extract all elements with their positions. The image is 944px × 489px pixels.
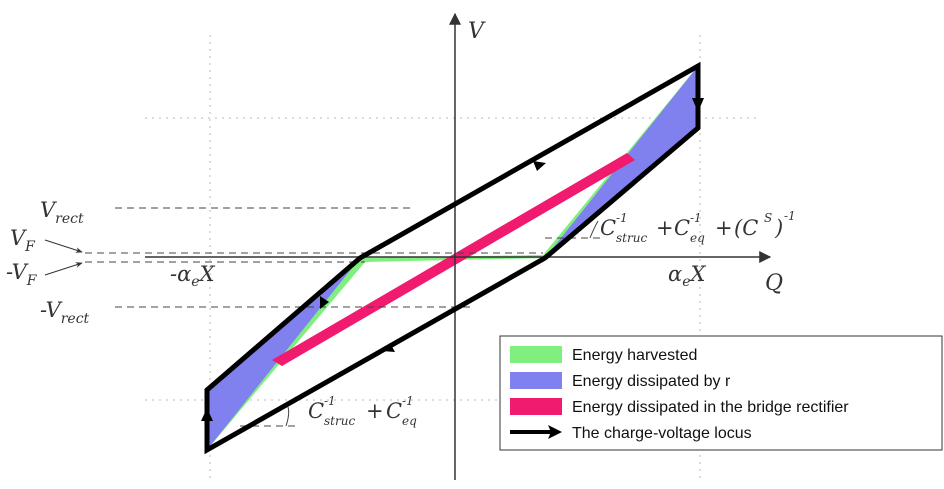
lower-c-struc: C <box>308 399 324 423</box>
lower-c-eq: C <box>386 399 402 423</box>
legend-box <box>499 335 943 451</box>
alpha-x-b: X <box>688 262 706 286</box>
legend-label-harvested: Energy harvested <box>572 347 697 364</box>
alpha-x-label: αeX <box>668 262 706 290</box>
legend-label-dissipated-r: Energy dissipated by r <box>572 373 731 390</box>
lower-c-eq-sup: -1 <box>402 394 414 408</box>
upper-c-struc-sub: struc <box>616 231 647 245</box>
legend-label-locus: The charge-voltage locus <box>572 425 752 442</box>
neg-v-f-sub: F <box>26 273 38 289</box>
arrow-up-left-side <box>201 408 213 421</box>
neg-v-rect-sub: rect <box>61 311 90 327</box>
upper-cs-open: (C <box>734 216 758 240</box>
neg-v-f-pointer <box>44 262 83 276</box>
neg-alpha-x-sub: e <box>191 274 199 290</box>
neg-alpha-x-b: X <box>198 262 216 286</box>
dashed-references <box>85 207 600 427</box>
arrow-down-right-side <box>692 98 704 112</box>
neg-v-rect-label: -Vrect <box>40 298 90 327</box>
v-f-main: V <box>10 226 27 250</box>
neg-alpha-x-a: -α <box>170 262 191 286</box>
legend: Energy harvested Energy dissipated by r … <box>499 335 943 451</box>
v-rect-sub: rect <box>55 211 84 227</box>
v-axis-label: V <box>468 19 486 44</box>
v-f-sub: F <box>24 239 36 255</box>
lower-c-struc-sub: struc <box>324 414 355 428</box>
upper-c-eq: C <box>674 216 690 240</box>
v-rect-label: Vrect <box>40 198 84 227</box>
upper-c-struc: C <box>600 216 616 240</box>
lower-c-eq-sub: eq <box>402 414 417 428</box>
legend-locus-arrow-icon <box>548 425 562 439</box>
charge-voltage-locus <box>204 61 701 455</box>
neg-v-rect-main: -V <box>40 298 63 322</box>
v-f-pointer <box>44 239 83 253</box>
upper-c-struc-sup: -1 <box>616 211 628 225</box>
alpha-x-sub: e <box>682 274 690 290</box>
legend-swatch-harvested <box>510 346 562 363</box>
v-rect-main: V <box>40 198 57 222</box>
upper-outer-sup: -1 <box>784 209 796 223</box>
upper-plus-2: + <box>715 216 733 240</box>
upper-cs-sup: S <box>764 211 772 225</box>
lower-c-struc-sup: -1 <box>324 394 336 408</box>
legend-swatch-rectifier <box>510 398 562 415</box>
legend-swatch-dissipated-r <box>510 372 562 389</box>
upper-slope-expression: C -1 struc + C -1 eq + (C S ) -1 <box>600 209 796 245</box>
neg-v-f-main: -V <box>6 260 29 284</box>
upper-slope-arc <box>589 220 599 239</box>
upper-c-eq-sup: -1 <box>690 211 702 225</box>
locus-direction-arrows <box>201 98 704 421</box>
legend-label-rectifier: Energy dissipated in the bridge rectifie… <box>572 399 849 416</box>
neg-v-f-label: -VF <box>6 260 38 289</box>
upper-cs-close: ) <box>774 216 783 240</box>
rectifier-region <box>272 153 635 366</box>
q-axis-label: Q <box>765 271 783 296</box>
upper-plus-1: + <box>656 216 674 240</box>
lower-slope-expression: C -1 struc + C -1 eq <box>308 394 417 428</box>
v-f-label: VF <box>10 226 36 255</box>
lower-plus: + <box>366 399 384 423</box>
upper-c-eq-sub: eq <box>690 231 705 245</box>
arrow-down-left <box>382 343 395 352</box>
arrow-left-lower-segment <box>320 296 329 309</box>
neg-alpha-x-label: -αeX <box>170 262 216 290</box>
lower-slope-arc <box>285 406 290 427</box>
alpha-x-a: α <box>668 262 682 286</box>
arrow-up-right <box>533 161 546 171</box>
